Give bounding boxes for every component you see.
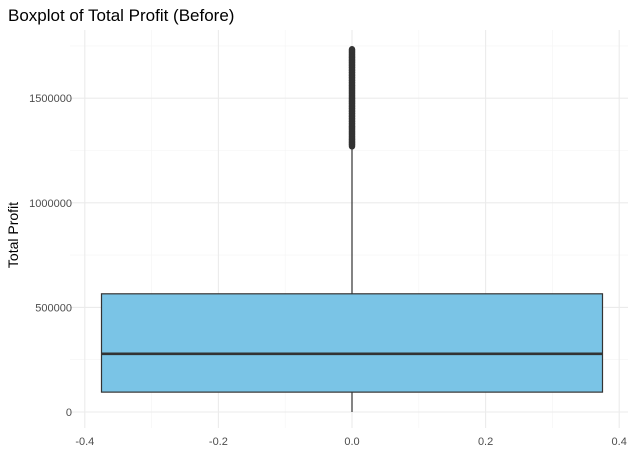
x-tick-label: -0.2: [209, 436, 228, 448]
y-tick-label: 1000000: [29, 198, 72, 210]
plot-marks: [100, 46, 604, 412]
y-tick-label: 1500000: [29, 93, 72, 105]
x-tick-label: 0.2: [478, 436, 493, 448]
axis-labels: -0.4 -0.2 0.0 0.2 0.4 0 500000 1000000 1500000: [29, 93, 627, 448]
x-tick-label: -0.4: [75, 436, 94, 448]
x-tick-label: 0.4: [612, 436, 627, 448]
outlier-point: [348, 46, 356, 53]
y-tick-label: 500000: [35, 302, 72, 314]
iqr-box: [100, 293, 604, 393]
y-tick-label: 0: [66, 407, 72, 419]
x-tick-label: 0.0: [344, 436, 359, 448]
y-axis-title: Total Profit: [5, 202, 21, 268]
chart-title: Boxplot of Total Profit (Before): [8, 6, 234, 25]
